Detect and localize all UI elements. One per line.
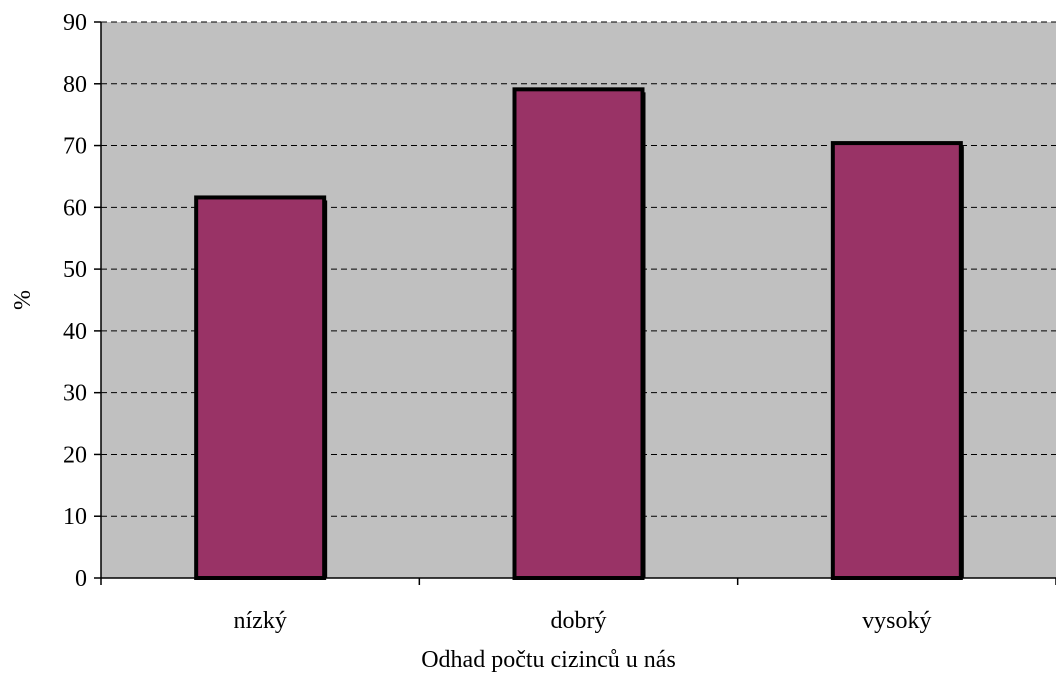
x-tick-labels: nízký dobrý vysoký xyxy=(234,608,932,634)
bar xyxy=(512,87,645,581)
y-tick-label: 10 xyxy=(63,504,87,530)
x-axis-label: Odhad počtu cizinců u nás xyxy=(421,647,676,672)
y-tick-label: 40 xyxy=(63,319,87,345)
x-tick-label: nízký xyxy=(234,608,287,634)
y-tick-label: 80 xyxy=(63,72,87,98)
x-tick-label: vysoký xyxy=(862,608,931,634)
y-tick-label: 50 xyxy=(63,257,87,283)
x-tick-label: dobrý xyxy=(551,608,607,634)
y-tick-label: 60 xyxy=(63,195,87,221)
y-tick-labels: 0 10 20 30 40 50 60 70 80 90 xyxy=(63,10,87,592)
bar xyxy=(194,195,327,580)
bars xyxy=(194,87,964,581)
axes xyxy=(94,21,1056,585)
y-axis-label: % xyxy=(10,290,36,310)
bar xyxy=(830,141,963,580)
y-tick-label: 90 xyxy=(63,10,87,36)
y-tick-label: 70 xyxy=(63,134,87,160)
y-tick-label: 20 xyxy=(63,442,87,468)
y-tick-label: 0 xyxy=(75,566,87,592)
y-tick-label: 30 xyxy=(63,381,87,407)
